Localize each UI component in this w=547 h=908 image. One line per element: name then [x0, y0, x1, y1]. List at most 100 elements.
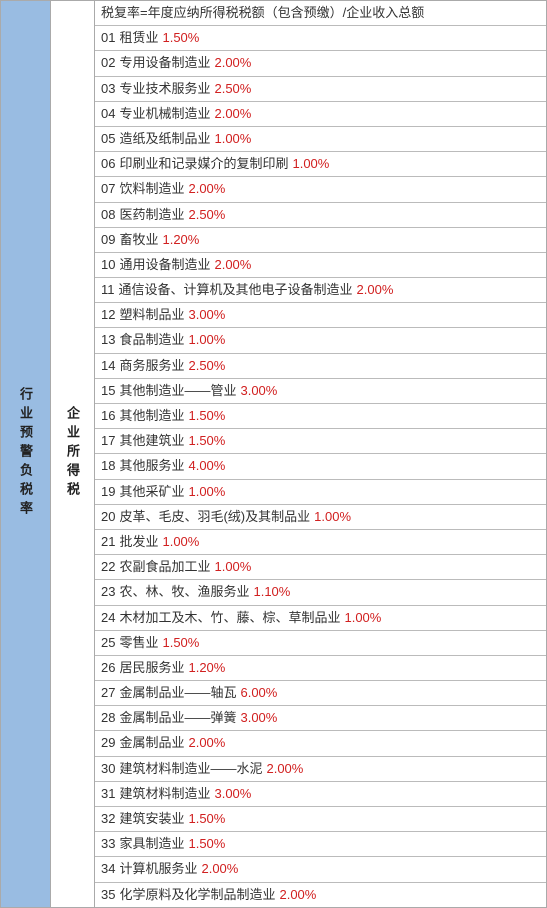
table-row: 03专业技术服务业 2.50% [95, 77, 546, 102]
mid-label: 企业所得税 [63, 406, 82, 501]
row-percentage: 1.10% [253, 583, 290, 601]
row-percentage: 2.00% [214, 256, 251, 274]
row-number: 07 [101, 180, 115, 198]
row-category: 农、林、牧、渔服务业 [119, 583, 249, 601]
mid-vertical-header: 企业所得税 [51, 1, 95, 907]
table-row: 22农副食品加工业 1.00% [95, 555, 546, 580]
row-percentage: 2.00% [279, 886, 316, 904]
table-row: 21批发业 1.00% [95, 530, 546, 555]
row-category: 塑料制品业 [119, 306, 184, 324]
table-row: 31建筑材料制造业 3.00% [95, 782, 546, 807]
row-category: 商务服务业 [119, 357, 184, 375]
row-category: 农副食品加工业 [119, 558, 210, 576]
row-category: 造纸及纸制品业 [119, 130, 210, 148]
table-row: 05造纸及纸制品业 1.00% [95, 127, 546, 152]
row-percentage: 1.50% [188, 432, 225, 450]
table-row: 27金属制品业——轴瓦 6.00% [95, 681, 546, 706]
row-percentage: 1.00% [162, 533, 199, 551]
row-category: 建筑安装业 [119, 810, 184, 828]
row-percentage: 1.00% [344, 609, 381, 627]
row-number: 09 [101, 231, 115, 249]
row-percentage: 1.50% [188, 810, 225, 828]
row-number: 06 [101, 155, 115, 173]
row-number: 03 [101, 80, 115, 98]
row-percentage: 3.00% [240, 709, 277, 727]
row-percentage: 2.00% [214, 105, 251, 123]
row-percentage: 1.00% [188, 331, 225, 349]
row-number: 34 [101, 860, 115, 878]
row-number: 18 [101, 457, 115, 475]
row-percentage: 2.00% [188, 180, 225, 198]
row-number: 19 [101, 483, 115, 501]
table-row: 04专业机械制造业 2.00% [95, 102, 546, 127]
table-row: 02专用设备制造业 2.00% [95, 51, 546, 76]
left-label: 行业预警负税率 [16, 387, 35, 520]
row-number: 25 [101, 634, 115, 652]
row-category: 饮料制造业 [119, 180, 184, 198]
row-percentage: 1.50% [188, 407, 225, 425]
table-row: 18其他服务业 4.00% [95, 454, 546, 479]
row-number: 04 [101, 105, 115, 123]
table-row: 15其他制造业——管业 3.00% [95, 379, 546, 404]
table-row: 23农、林、牧、渔服务业 1.10% [95, 580, 546, 605]
row-percentage: 1.00% [188, 483, 225, 501]
row-percentage: 1.50% [162, 634, 199, 652]
row-category: 医药制造业 [119, 206, 184, 224]
table-row: 32建筑安装业 1.50% [95, 807, 546, 832]
formula-text: 税复率=年度应纳所得税税额（包含预缴）/企业收入总额 [101, 4, 424, 22]
formula-row: 税复率=年度应纳所得税税额（包含预缴）/企业收入总额 [95, 1, 546, 26]
table-row: 17其他建筑业 1.50% [95, 429, 546, 454]
row-number: 15 [101, 382, 115, 400]
row-category: 其他制造业 [119, 407, 184, 425]
row-percentage: 2.00% [214, 54, 251, 72]
row-number: 12 [101, 306, 115, 324]
row-percentage: 2.50% [188, 206, 225, 224]
row-category: 批发业 [119, 533, 158, 551]
row-percentage: 1.00% [314, 508, 351, 526]
row-number: 11 [101, 281, 115, 299]
table-row: 07饮料制造业 2.00% [95, 177, 546, 202]
row-category: 食品制造业 [119, 331, 184, 349]
row-percentage: 1.50% [188, 835, 225, 853]
row-number: 32 [101, 810, 115, 828]
row-category: 其他建筑业 [119, 432, 184, 450]
row-number: 02 [101, 54, 115, 72]
row-percentage: 1.00% [214, 130, 251, 148]
row-percentage: 2.00% [201, 860, 238, 878]
row-percentage: 2.00% [188, 734, 225, 752]
row-category: 通用设备制造业 [119, 256, 210, 274]
row-category: 印刷业和记录媒介的复制印刷 [119, 155, 288, 173]
row-category: 租赁业 [119, 29, 158, 47]
table-row: 29金属制品业 2.00% [95, 731, 546, 756]
row-category: 金属制品业 [119, 734, 184, 752]
row-category: 计算机服务业 [119, 860, 197, 878]
table-row: 19其他采矿业 1.00% [95, 480, 546, 505]
row-category: 其他制造业——管业 [119, 382, 236, 400]
row-category: 皮革、毛皮、羽毛(绒)及其制品业 [119, 508, 310, 526]
row-number: 23 [101, 583, 115, 601]
row-percentage: 4.00% [188, 457, 225, 475]
table-row: 33家具制造业 1.50% [95, 832, 546, 857]
row-percentage: 2.00% [266, 760, 303, 778]
row-category: 化学原料及化学制品制造业 [119, 886, 275, 904]
row-number: 14 [101, 357, 115, 375]
table-row: 12塑料制品业 3.00% [95, 303, 546, 328]
row-category: 专业机械制造业 [119, 105, 210, 123]
data-column: 税复率=年度应纳所得税税额（包含预缴）/企业收入总额 01租赁业 1.50%02… [95, 1, 546, 907]
row-percentage: 6.00% [240, 684, 277, 702]
table-row: 06印刷业和记录媒介的复制印刷 1.00% [95, 152, 546, 177]
row-category: 建筑材料制造业 [119, 785, 210, 803]
table-row: 01租赁业 1.50% [95, 26, 546, 51]
row-category: 木材加工及木、竹、藤、棕、草制品业 [119, 609, 340, 627]
left-vertical-header: 行业预警负税率 [1, 1, 51, 907]
row-category: 其他采矿业 [119, 483, 184, 501]
table-row: 24木材加工及木、竹、藤、棕、草制品业 1.00% [95, 606, 546, 631]
row-category: 居民服务业 [119, 659, 184, 677]
table-row: 14商务服务业 2.50% [95, 354, 546, 379]
table-row: 26居民服务业 1.20% [95, 656, 546, 681]
row-category: 畜牧业 [119, 231, 158, 249]
table-row: 10通用设备制造业 2.00% [95, 253, 546, 278]
row-number: 20 [101, 508, 115, 526]
table-row: 11通信设备、计算机及其他电子设备制造业 2.00% [95, 278, 546, 303]
table-row: 28金属制品业——弹簧 3.00% [95, 706, 546, 731]
